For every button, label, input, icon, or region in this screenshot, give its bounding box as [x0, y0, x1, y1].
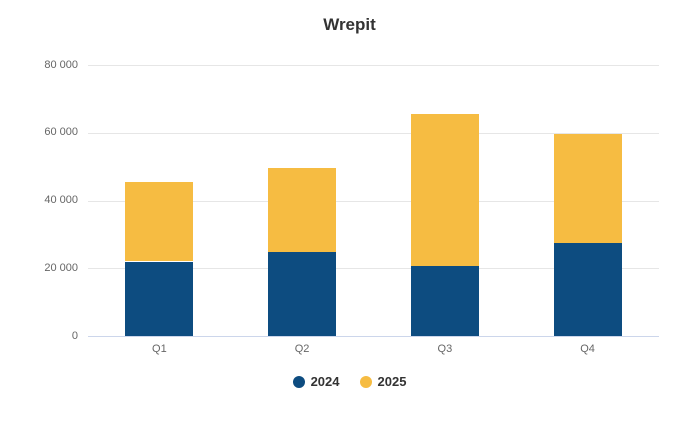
legend-marker-circle-icon	[359, 375, 372, 388]
x-axis-line	[88, 336, 659, 337]
bar-segment-2025-q3[interactable]	[410, 114, 479, 266]
legend-item-label: 2025	[377, 374, 407, 389]
y-gridline	[88, 268, 659, 270]
y-axis-tick-label: 80 000	[44, 58, 78, 71]
bar-segment-2025-q1[interactable]	[125, 181, 194, 262]
legend: 2024 2025	[0, 374, 699, 389]
y-axis-tick-label: 0	[71, 329, 78, 342]
y-axis-tick-label: 40 000	[44, 194, 78, 206]
y-gridline	[88, 132, 659, 134]
y-gridline	[88, 65, 659, 66]
bar-segment-2024-q1[interactable]	[125, 261, 194, 336]
bar-segment-2024-q2[interactable]	[268, 252, 337, 336]
legend-item-2025[interactable]: 2025	[359, 374, 407, 389]
x-axis-category-label: Q4	[580, 343, 595, 355]
bar-segment-2025-q4[interactable]	[553, 133, 622, 244]
x-axis-category-label: Q1	[152, 343, 167, 355]
legend-marker-circle-icon	[292, 375, 305, 388]
y-axis-tick-label: 60 000	[44, 126, 78, 139]
y-gridline	[88, 200, 659, 202]
bar-segment-2025-q2[interactable]	[268, 167, 337, 253]
bar-segment-2024-q3[interactable]	[410, 265, 479, 336]
y-axis-tick-label: 20 000	[44, 261, 78, 274]
chart-title: Wrepit	[323, 15, 376, 34]
x-axis-category-label: Q3	[437, 343, 453, 355]
x-axis-category-label: Q2	[294, 343, 310, 355]
legend-item-2024[interactable]: 2024	[292, 374, 340, 389]
bar-segment-2024-q4[interactable]	[553, 243, 622, 336]
legend-item-label: 2024	[310, 374, 340, 389]
